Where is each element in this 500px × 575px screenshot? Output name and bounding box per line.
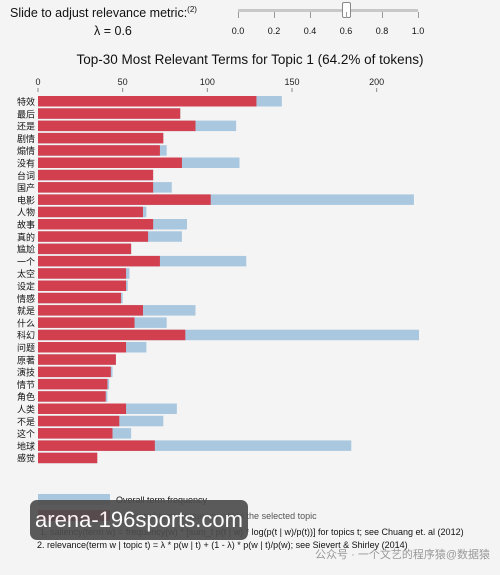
term-label: 人物 xyxy=(17,207,35,219)
term-label: 剧情 xyxy=(17,133,35,145)
bar-topic-frequency xyxy=(38,255,160,267)
lambda-readout: λ = 0.6 xyxy=(94,24,132,38)
term-label: 不是 xyxy=(17,417,35,428)
bar-topic-frequency xyxy=(38,366,111,378)
slider-tick xyxy=(382,12,383,18)
term-label: 什么 xyxy=(17,317,35,329)
bar-topic-frequency xyxy=(38,120,196,132)
term-label: 这个 xyxy=(17,428,35,440)
term-label: 人类 xyxy=(17,404,35,416)
legend-swatch-overall xyxy=(38,494,110,505)
bar-topic-frequency xyxy=(38,317,135,328)
slider-tick xyxy=(274,12,275,18)
bar-topic-frequency xyxy=(38,415,120,427)
term-label: 感觉 xyxy=(17,453,35,465)
x-tick-label: 0 xyxy=(35,77,40,87)
slider-label: Slide to adjust relevance metric:(2) xyxy=(10,5,197,20)
bar-topic-frequency xyxy=(38,329,186,341)
bar-topic-frequency xyxy=(38,354,116,365)
term-label: 台词 xyxy=(17,170,35,182)
bar-topic-frequency xyxy=(38,378,108,390)
slider-tick-label: 1.0 xyxy=(411,26,425,36)
relevance-slider-panel: Slide to adjust relevance metric:(2) λ =… xyxy=(0,0,500,42)
term-label: 煽情 xyxy=(17,145,35,157)
bar-topic-frequency xyxy=(38,280,127,291)
term-label: 角色 xyxy=(17,391,35,403)
slider-track[interactable] xyxy=(238,9,418,12)
bar-topic-frequency xyxy=(38,305,143,316)
term-label: 特效 xyxy=(17,96,35,108)
bar-topic-frequency xyxy=(38,440,155,451)
x-tick-label: 200 xyxy=(369,77,384,87)
term-label: 一个 xyxy=(17,257,35,268)
slider-tick-label: 0.4 xyxy=(303,26,317,36)
term-label: 国产 xyxy=(17,182,35,194)
slider-tick-label: 0.0 xyxy=(231,26,245,36)
term-label: 电影 xyxy=(17,194,35,206)
bar-topic-frequency xyxy=(38,231,149,242)
bar-topic-frequency xyxy=(38,342,127,353)
bar-topic-frequency xyxy=(38,132,164,144)
bar-topic-frequency xyxy=(38,145,160,156)
bar-topic-frequency xyxy=(38,206,143,218)
footnote-saliency: 1. saliency(term w) = frequency(w) * [su… xyxy=(40,527,464,537)
term-label: 就是 xyxy=(17,305,35,317)
term-label: 真的 xyxy=(17,231,35,243)
bar-topic-frequency xyxy=(38,243,132,255)
bar-overall-frequency xyxy=(38,329,419,341)
slider-tick-label: 0.8 xyxy=(375,26,389,36)
term-label: 情节 xyxy=(17,379,35,391)
footnote-ref: (2) xyxy=(187,5,197,14)
term-label: 问题 xyxy=(17,342,35,354)
bar-topic-frequency xyxy=(38,403,127,414)
term-label: 还是 xyxy=(17,121,35,133)
term-label: 原著 xyxy=(17,354,35,366)
bar-topic-frequency xyxy=(38,452,98,464)
x-tick-label: 50 xyxy=(118,77,128,87)
watermark-banner: arena-196sports.com xyxy=(30,500,248,540)
bar-topic-frequency xyxy=(38,219,154,230)
footnote-relevance: 2. relevance(term w | topic t) = λ * p(w… xyxy=(37,540,408,550)
term-label: 设定 xyxy=(17,281,35,293)
term-label: 地球 xyxy=(17,440,35,452)
bar-topic-frequency xyxy=(38,182,154,193)
relevance-bar-chart: 0 50 100 150 200 特效最后还是剧情煽情没有台词国产电影人物故事真的尴尬一个… xyxy=(17,77,419,465)
term-label: 演技 xyxy=(17,367,35,379)
term-label: 最后 xyxy=(17,109,35,120)
wechat-credit: 公众号 · 一个文艺的程序猿@数据猿 xyxy=(315,549,490,561)
x-tick-label: 150 xyxy=(284,77,299,87)
bar-overall-frequency xyxy=(38,440,352,451)
bar-topic-frequency xyxy=(38,194,211,205)
bar-topic-frequency xyxy=(38,108,181,119)
bar-topic-frequency xyxy=(38,96,257,107)
term-label: 没有 xyxy=(17,158,35,170)
slider-tick-label: 0.2 xyxy=(267,26,281,36)
x-tick-label: 100 xyxy=(200,77,215,87)
bar-topic-frequency xyxy=(38,428,113,439)
chart-title: Top-30 Most Relevant Terms for Topic 1 (… xyxy=(76,52,424,67)
legend-and-notes: Overall term frequency Estimated term fr… xyxy=(0,492,500,575)
bar-topic-frequency xyxy=(38,391,106,402)
slider-tick xyxy=(418,12,419,18)
term-label: 故事 xyxy=(17,219,35,231)
term-label: 科幻 xyxy=(17,330,35,342)
slider-tick xyxy=(238,12,239,18)
bar-topic-frequency xyxy=(38,157,182,168)
bar-overall-frequency xyxy=(38,194,414,205)
term-label: 尴尬 xyxy=(17,244,35,256)
bar-topic-frequency xyxy=(38,292,121,304)
bar-topic-frequency xyxy=(38,268,127,279)
term-label: 情感 xyxy=(17,293,35,305)
slider-tick-label: 0.6 xyxy=(339,26,353,36)
term-label: 太空 xyxy=(17,268,35,280)
slider-label-text: Slide to adjust relevance metric: xyxy=(10,6,188,21)
bar-topic-frequency xyxy=(38,169,154,181)
slider-tick xyxy=(310,12,311,18)
slider-tick xyxy=(346,12,347,18)
